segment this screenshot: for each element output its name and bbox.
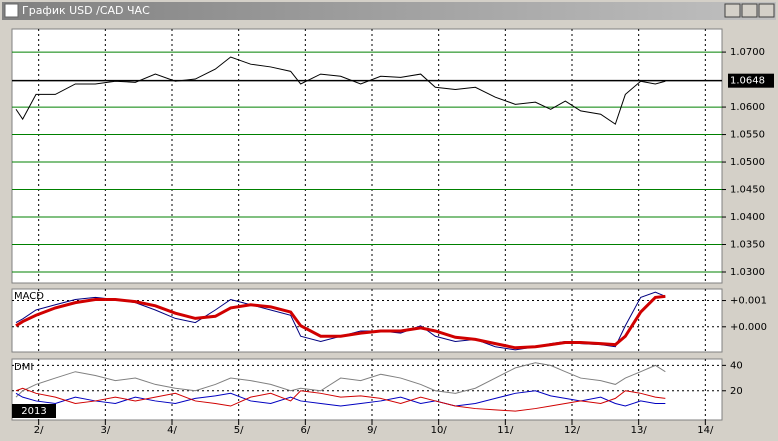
title-bar bbox=[2, 2, 776, 20]
y-tick-label: 1.0450 bbox=[730, 185, 765, 196]
last-price-label: 1.0648 bbox=[730, 76, 765, 87]
x-tick-label: 14/ bbox=[697, 425, 714, 436]
y-tick-label: 1.0350 bbox=[730, 240, 765, 251]
series-line bbox=[15, 390, 666, 407]
x-tick-label: 10/ bbox=[431, 425, 448, 436]
x-tick-label: 13/ bbox=[631, 425, 648, 436]
y-tick-label: 1.0700 bbox=[730, 47, 765, 58]
panel-title: MACD bbox=[14, 291, 44, 302]
y-tick-label: +0.001 bbox=[730, 296, 767, 307]
x-tick-label: 2/ bbox=[34, 425, 44, 436]
last-price-box bbox=[728, 73, 774, 88]
year-label: 2013 bbox=[21, 406, 46, 417]
x-tick-label: 6/ bbox=[300, 425, 310, 436]
window-title: График USD /CAD ЧАС bbox=[22, 4, 150, 17]
x-tick-label: 9/ bbox=[367, 425, 377, 436]
y-tick-label: 20 bbox=[730, 386, 743, 397]
y-tick-label: +0.000 bbox=[730, 322, 767, 333]
dmi-panel bbox=[11, 358, 723, 421]
minimize-button[interactable] bbox=[724, 3, 741, 18]
y-tick-label: 1.0550 bbox=[730, 130, 765, 141]
x-tick-label: 12/ bbox=[564, 425, 581, 436]
y-tick-label: 1.0300 bbox=[730, 267, 765, 278]
series-line bbox=[15, 294, 666, 350]
y-tick-label: 40 bbox=[730, 360, 743, 371]
y-tick-label: 1.0400 bbox=[730, 212, 765, 223]
x-tick-label: 3/ bbox=[100, 425, 110, 436]
maximize-button[interactable] bbox=[741, 3, 758, 18]
series-line bbox=[15, 362, 666, 398]
app-icon bbox=[4, 3, 19, 18]
y-tick-label: 1.0500 bbox=[730, 157, 765, 168]
x-tick-label: 4/ bbox=[167, 425, 177, 436]
year-box bbox=[12, 404, 56, 418]
price-panel bbox=[11, 28, 723, 284]
x-tick-label: 5/ bbox=[234, 425, 244, 436]
y-tick-label: 1.0600 bbox=[730, 102, 765, 113]
panel-title: DMI bbox=[14, 362, 33, 373]
series-line bbox=[15, 387, 666, 412]
macd-panel bbox=[11, 288, 723, 353]
close-button[interactable] bbox=[758, 3, 775, 18]
x-tick-label: 11/ bbox=[497, 425, 514, 436]
